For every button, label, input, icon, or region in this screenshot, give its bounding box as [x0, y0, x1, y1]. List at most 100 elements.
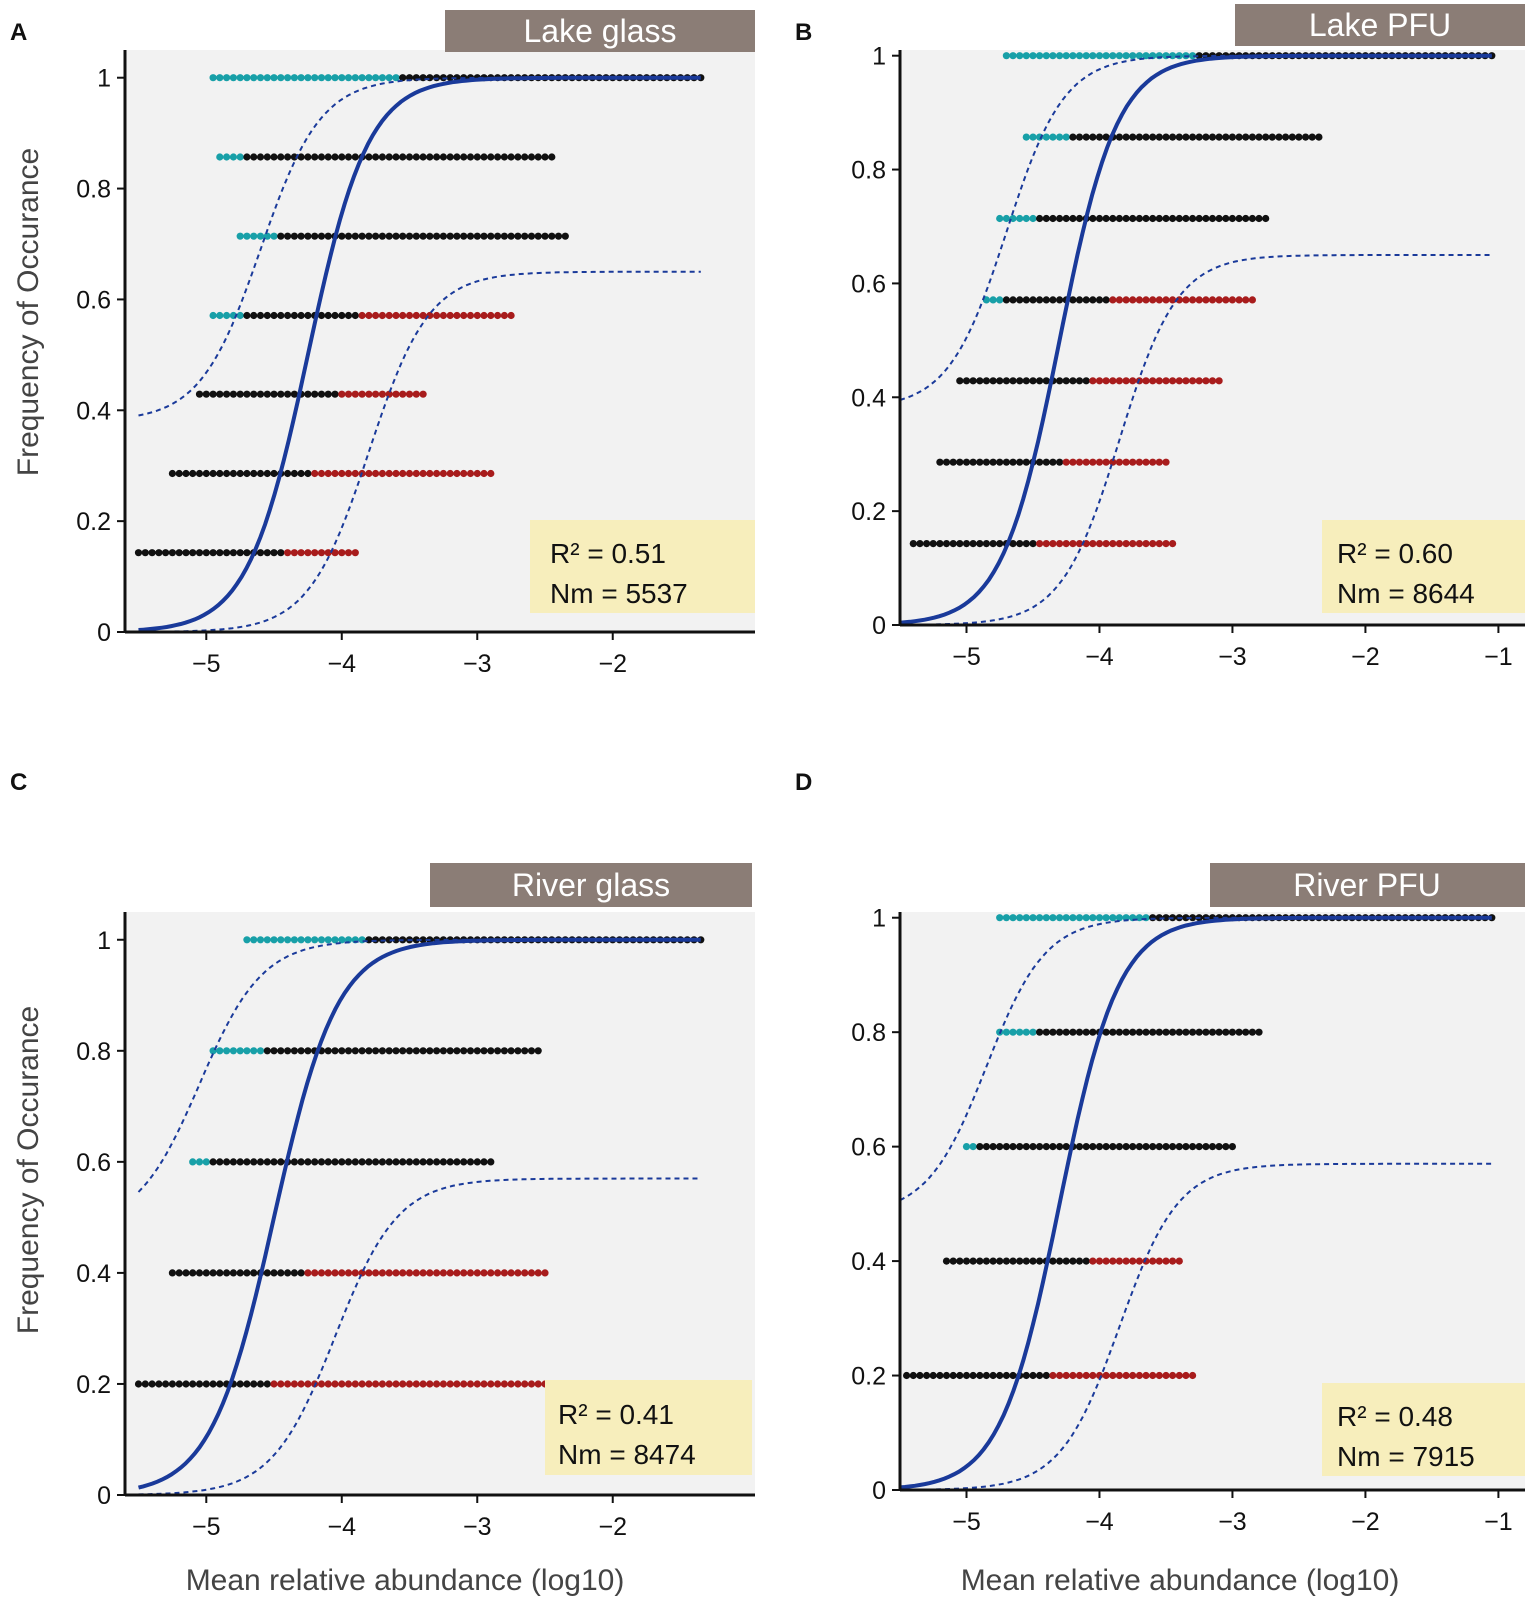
data-point: [1042, 1028, 1050, 1036]
data-point: [426, 153, 434, 161]
data-point: [304, 232, 312, 240]
data-point: [527, 1047, 536, 1055]
data-point-below: [962, 1143, 971, 1151]
y-tick-label: 0: [97, 619, 111, 647]
data-point: [385, 1047, 393, 1055]
data-point: [195, 390, 204, 398]
data-point: [473, 1158, 481, 1166]
data-point-below: [256, 74, 265, 82]
y-tick-label: 0.2: [76, 1371, 111, 1399]
data-point-above: [514, 1269, 522, 1277]
data-point-above: [344, 549, 353, 557]
data-point: [1029, 1257, 1037, 1265]
data-point-above: [317, 469, 326, 478]
data-point: [1169, 1028, 1177, 1036]
data-point-above: [1115, 296, 1123, 304]
data-point-above: [1182, 377, 1190, 385]
data-point-below: [1029, 52, 1037, 60]
data-point-above: [1109, 377, 1117, 385]
data-point: [534, 153, 542, 161]
data-point: [311, 390, 319, 398]
data-point-above: [351, 549, 359, 557]
data-point-above: [1228, 296, 1236, 304]
data-point-above: [1102, 1371, 1110, 1380]
data-point: [1182, 214, 1190, 223]
data-point: [358, 232, 366, 240]
data-point-below: [1022, 914, 1030, 922]
data-point-above: [331, 469, 339, 478]
data-point-below: [250, 232, 258, 240]
data-point-below: [256, 1047, 265, 1055]
data-point: [439, 232, 447, 240]
data-point: [1235, 214, 1243, 223]
data-point: [1248, 214, 1256, 223]
data-point-above: [378, 1269, 386, 1277]
data-point: [1182, 133, 1190, 141]
data-point: [1075, 1143, 1084, 1151]
data-point: [962, 458, 971, 466]
data-point-above: [385, 1269, 393, 1277]
data-point-above: [1089, 377, 1097, 385]
data-point: [969, 1257, 977, 1265]
data-point-below: [270, 74, 278, 82]
data-point-above: [1175, 1371, 1183, 1380]
data-point: [500, 153, 508, 161]
data-point: [1208, 133, 1217, 141]
data-point: [216, 1380, 224, 1388]
data-point: [175, 1269, 183, 1277]
x-tick-label: −2: [598, 650, 627, 678]
data-point: [344, 232, 353, 240]
data-point: [1135, 1028, 1143, 1036]
data-point: [996, 1143, 1004, 1151]
y-tick-label: 0.4: [76, 1260, 111, 1288]
data-point-above: [487, 1380, 495, 1388]
data-point-above: [473, 311, 481, 320]
data-point: [256, 1380, 265, 1388]
data-point-below: [1022, 214, 1030, 223]
data-point: [923, 1371, 931, 1380]
data-point-below: [216, 1047, 224, 1055]
data-point: [290, 311, 298, 320]
data-point-above: [311, 549, 319, 557]
data-point: [514, 153, 522, 161]
data-point: [1202, 1143, 1210, 1151]
data-point: [1149, 1028, 1157, 1036]
data-point: [189, 469, 197, 478]
data-point: [209, 549, 217, 557]
data-point-below: [243, 936, 251, 944]
data-point-above: [1095, 458, 1104, 466]
data-point-above: [1142, 458, 1150, 466]
data-point-below: [236, 311, 244, 320]
panel-a: A 0 0.2 0.4 0.6 0.8 1 −5 −4 −3 −2 Lake glass R² …: [10, 10, 755, 678]
data-point: [277, 390, 285, 398]
data-point: [1129, 1143, 1137, 1151]
data-point: [1036, 296, 1044, 304]
data-point: [1102, 1028, 1110, 1036]
data-point-below: [1142, 52, 1150, 60]
data-point: [1062, 1257, 1070, 1265]
y-tick-label: 0.6: [851, 1134, 886, 1162]
data-point-below: [1042, 133, 1050, 141]
title-box: [445, 10, 755, 52]
data-point-above: [1155, 458, 1163, 466]
y-ticks: 0 0.2 0.4 0.6 0.8 1: [851, 905, 900, 1505]
data-point: [1089, 296, 1097, 304]
data-point: [385, 232, 393, 240]
data-point-above: [1149, 296, 1157, 304]
data-point: [460, 1158, 468, 1166]
data-point: [399, 1158, 407, 1166]
data-point-below: [1029, 214, 1037, 223]
data-point-below: [1089, 52, 1097, 60]
data-point-above: [1202, 377, 1210, 385]
data-point-below: [311, 74, 319, 82]
data-point: [250, 311, 258, 320]
data-point-below: [277, 936, 285, 944]
data-point: [1056, 1143, 1064, 1151]
data-point-above: [521, 1380, 529, 1388]
data-point: [311, 1158, 319, 1166]
data-point: [385, 153, 393, 161]
data-point-below: [372, 74, 380, 82]
data-point: [1022, 540, 1030, 548]
data-point-above: [1162, 1257, 1170, 1265]
data-point: [1109, 1028, 1117, 1036]
